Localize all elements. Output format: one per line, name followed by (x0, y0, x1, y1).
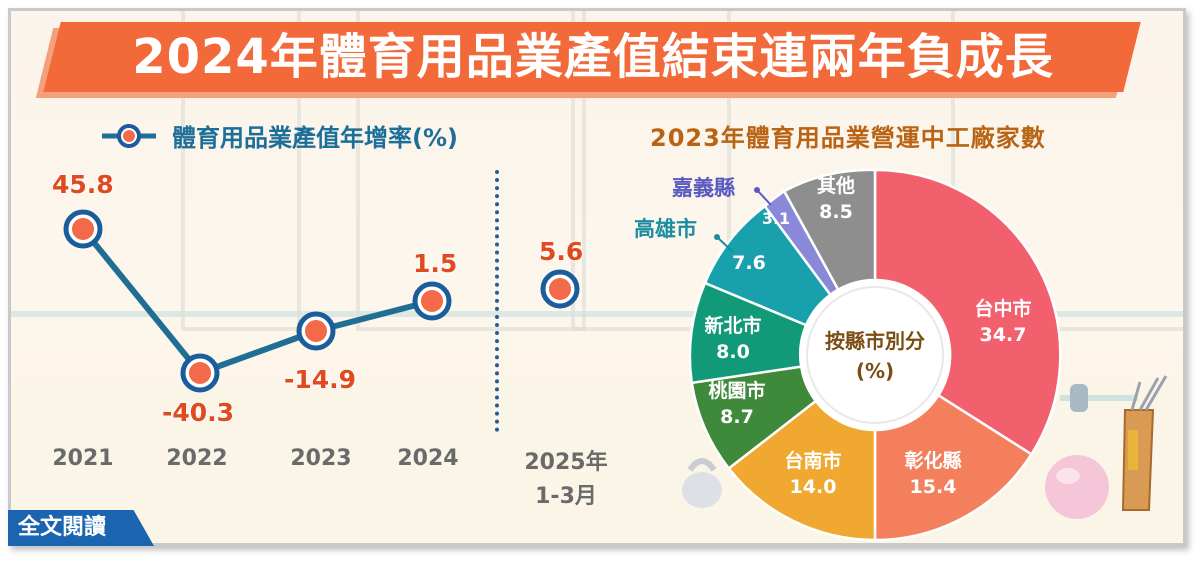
value-label-2025q1: 5.6 (539, 237, 584, 266)
x-label-2022: 2022 (166, 446, 228, 471)
period-divider (495, 170, 499, 432)
slice-label-kaohsiung-value: 7.6 (732, 252, 766, 274)
value-label-2023: -14.9 (284, 365, 357, 394)
slice-label-other: 其他 8.5 (816, 175, 855, 223)
data-point-2022 (180, 353, 220, 393)
line-chart-legend: 體育用品業產值年增率(%) (100, 118, 458, 153)
background-window (181, 11, 301, 331)
callout-kaohsiung: 高雄市 (634, 217, 697, 241)
background-stripe (11, 311, 1183, 317)
callout-chiayi: 嘉義縣 (672, 176, 735, 200)
read-more-button[interactable]: 全文閱讀 (8, 510, 154, 546)
slice-label-tainan: 台南市 14.0 (784, 450, 842, 498)
slice-changhua (873, 393, 1034, 542)
pie-chart-title: 2023年體育用品業營運中工廠家數 (650, 124, 1046, 152)
x-label-2023: 2023 (290, 446, 352, 471)
slice-taichung (873, 168, 1062, 457)
background-window (356, 11, 586, 331)
background-window (571, 11, 731, 331)
slice-label-taoyuan: 桃園市 8.7 (708, 380, 766, 428)
value-label-2024: 1.5 (413, 249, 458, 278)
legend-label: 體育用品業產值年增率(%) (172, 124, 458, 152)
data-point-2025q1 (540, 269, 580, 309)
background-window (951, 11, 1183, 331)
slice-label-changhua: 彰化縣 15.4 (904, 450, 962, 498)
data-point-2021 (63, 209, 103, 249)
slice-label-new-taipei: 新北市 8.0 (704, 315, 762, 363)
x-label-2024: 2024 (397, 446, 459, 471)
slice-label-taichung: 台中市 34.7 (974, 298, 1032, 346)
value-label-2022: -40.3 (162, 398, 235, 427)
data-point-2023 (296, 311, 336, 351)
donut-center-label: 按縣市別分 (%) (825, 329, 925, 383)
x-label-2021: 2021 (52, 446, 114, 471)
x-label-2025q1: 2025年 1-3月 (524, 450, 608, 509)
page-title: 2024年體育用品業產值結束連兩年負成長 (132, 29, 1054, 85)
data-point-2024 (412, 281, 452, 321)
legend-marker-icon (102, 123, 156, 148)
slice-label-chiayi-value: 3.1 (761, 209, 791, 228)
value-label-2021: 45.8 (52, 170, 114, 199)
